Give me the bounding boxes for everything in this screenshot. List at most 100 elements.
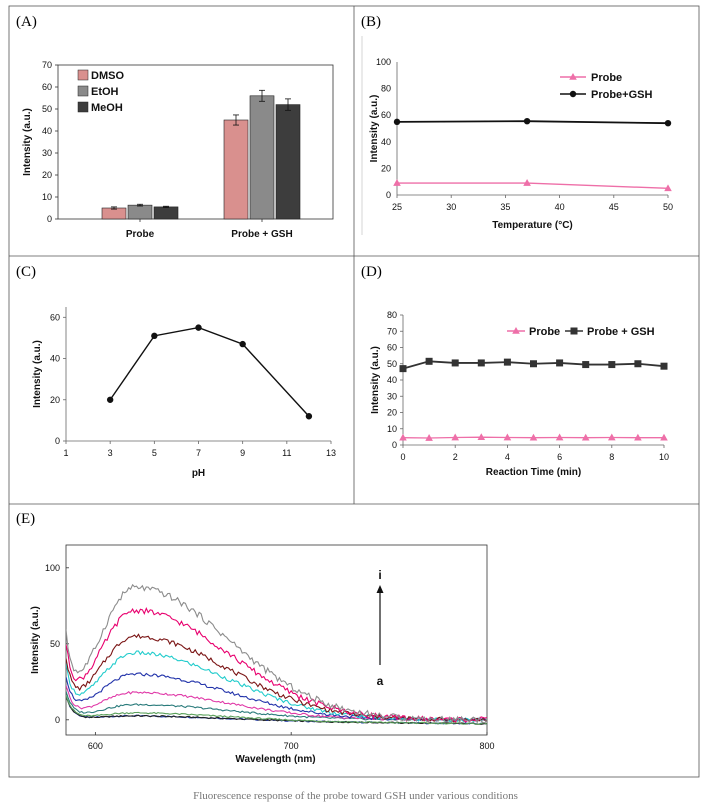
x-axis-title: Wavelength (nm): [235, 754, 315, 765]
data-point: [555, 433, 564, 441]
data-point: [634, 360, 642, 368]
data-point: [581, 433, 590, 441]
data-point: [151, 332, 158, 340]
data-point: [503, 433, 512, 441]
y-tick-label: 50: [42, 104, 52, 114]
panel-letter: (E): [16, 511, 35, 527]
legend-label: Probe+GSH: [591, 89, 652, 101]
data-point: [425, 357, 433, 365]
legend-marker: [569, 73, 577, 80]
panel-grid-frame: [8, 5, 700, 778]
data-point: [523, 117, 531, 125]
y-tick-label: 40: [50, 354, 60, 364]
x-tick-label: 700: [284, 741, 299, 751]
x-tick-label: 40: [555, 202, 565, 212]
data-point: [664, 184, 672, 192]
legend-label: DMSO: [91, 70, 124, 82]
spectrum-line: [66, 583, 487, 725]
data-point: [664, 119, 672, 127]
y-tick-label: 0: [392, 440, 397, 450]
data-point: [530, 360, 537, 368]
spectrum-line: [66, 695, 487, 725]
y-tick-label: 0: [55, 715, 60, 725]
y-tick-label: 60: [381, 110, 391, 120]
y-tick-label: 70: [42, 60, 52, 70]
data-point: [608, 361, 616, 369]
legend-swatch: [77, 85, 89, 97]
x-tick-label: 50: [663, 202, 673, 212]
y-tick-label: 80: [381, 84, 391, 94]
data-point: [556, 359, 564, 367]
y-tick-label: 20: [381, 163, 391, 173]
category-label: Probe + GSH: [231, 229, 292, 240]
x-tick-label: 1: [63, 448, 68, 458]
data-point: [477, 433, 486, 440]
arrow-label-end: i: [378, 568, 381, 582]
y-tick-label: 40: [381, 137, 391, 147]
data-point: [608, 433, 616, 441]
data-point: [451, 433, 459, 441]
y-axis-title: Intensity (a.u.): [32, 340, 43, 408]
figure-caption: Fluorescence response of the probe towar…: [193, 790, 518, 802]
x-tick-label: 8: [609, 452, 614, 462]
panel-e: (E) 0 50 100 600 700 800 Intensity (a.u.) Wavele…: [16, 511, 495, 765]
legend-swatch: [77, 101, 89, 113]
arrow-label-start: a: [377, 674, 384, 688]
data-point: [503, 358, 511, 366]
x-tick-label: 10: [659, 452, 669, 462]
data-point: [399, 433, 407, 441]
x-tick-label: 13: [326, 448, 336, 458]
increase-arrow-head: [376, 585, 384, 593]
x-tick-label: 7: [196, 448, 201, 458]
x-tick-label: 5: [152, 448, 157, 458]
y-tick-label: 0: [47, 214, 52, 224]
panel-b: (B) 0 20 40 60 80 100 25 30 35 40 45 50 Intensity (a.…: [361, 14, 673, 235]
x-axis-title: Reaction Time (min): [486, 467, 581, 478]
panel-letter: (D): [361, 264, 382, 280]
panel-letter: (A): [16, 14, 37, 30]
data-point: [582, 361, 590, 369]
panel-letter: (C): [16, 264, 36, 280]
bar: [275, 104, 301, 220]
data-point: [399, 365, 407, 373]
x-tick-label: 45: [609, 202, 619, 212]
y-tick-label: 50: [387, 359, 397, 369]
bar: [153, 206, 179, 220]
legend-marker: [512, 327, 520, 334]
y-tick-label: 10: [387, 424, 397, 434]
x-tick-label: 6: [557, 452, 562, 462]
bar: [101, 207, 127, 220]
x-tick-label: 0: [400, 452, 405, 462]
panel-d: (D) 0 10 20 30 40 50 60 70 80 0 2 4 6 8 10 Intensity (a.…: [361, 264, 669, 478]
legend-label: EtOH: [91, 86, 119, 98]
plot-area-border: [65, 544, 488, 736]
data-point: [425, 434, 433, 441]
data-point: [239, 340, 246, 348]
y-tick-label: 70: [387, 326, 397, 336]
y-tick-label: 40: [42, 126, 52, 136]
y-tick-label: 10: [42, 192, 52, 202]
data-point: [195, 324, 202, 331]
data-point: [660, 362, 668, 370]
x-tick-label: 11: [282, 448, 291, 458]
y-tick-label: 0: [386, 190, 391, 200]
series-line: [396, 120, 669, 125]
data-point: [451, 359, 459, 367]
data-point: [106, 396, 114, 403]
category-label: Probe: [126, 229, 155, 240]
data-point: [393, 179, 401, 186]
y-tick-label: 100: [376, 57, 391, 67]
legend-label: Probe: [591, 72, 622, 84]
x-axis-title: pH: [192, 468, 205, 479]
y-tick-label: 20: [42, 170, 52, 180]
data-point: [529, 433, 538, 441]
x-tick-label: 4: [505, 452, 510, 462]
x-tick-label: 800: [479, 741, 494, 751]
y-tick-label: 60: [387, 343, 397, 353]
legend-label: MeOH: [91, 102, 123, 114]
y-axis-title: Intensity (a.u.): [369, 95, 380, 163]
data-point: [634, 433, 642, 441]
x-tick-label: 3: [108, 448, 113, 458]
y-tick-label: 100: [45, 563, 60, 573]
